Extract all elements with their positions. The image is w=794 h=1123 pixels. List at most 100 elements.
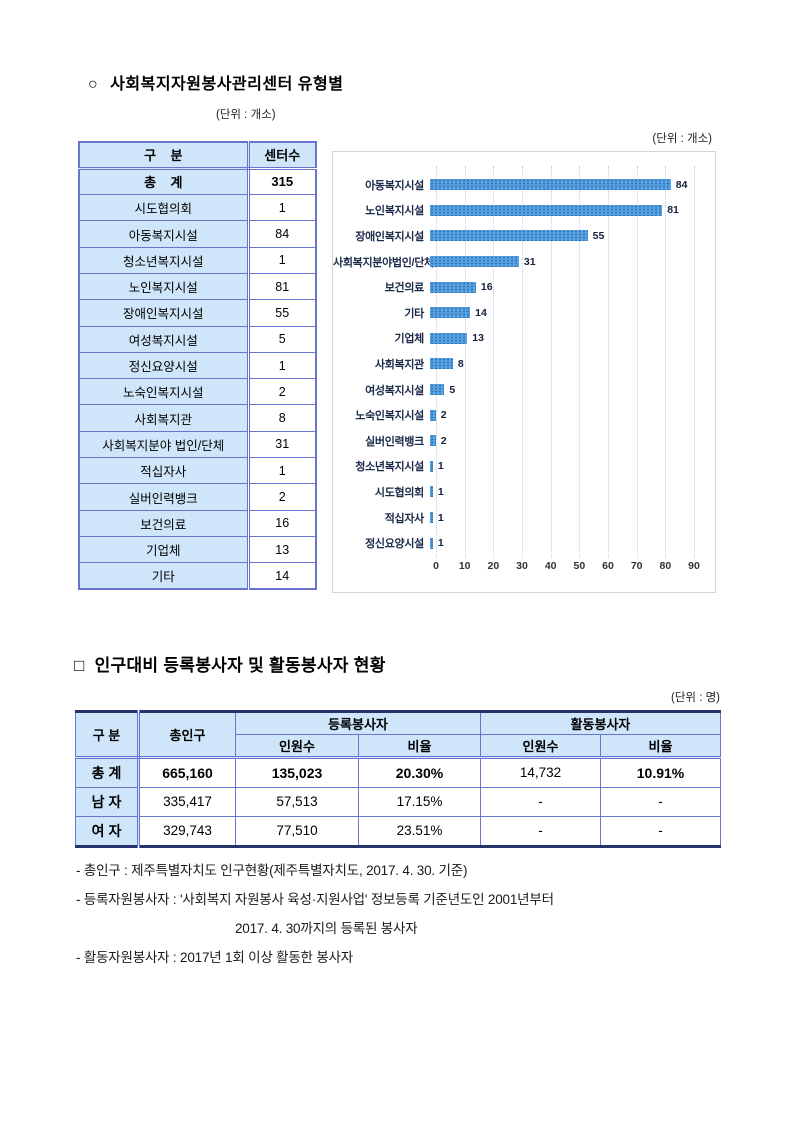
column-header-reg-count: 인원수	[235, 734, 359, 759]
x-tick-label: 0	[433, 560, 439, 572]
note-line: - 총인구 : 제주특별자치도 인구현황(제주특별자치도, 2017. 4. 3…	[76, 863, 468, 878]
table-row: 청소년복지시설 1	[78, 246, 317, 274]
data-cell: 14,732	[480, 757, 601, 788]
chart-row: 사회복지관 8	[333, 351, 715, 377]
bar-value-label: 1	[437, 485, 444, 498]
bar	[430, 537, 433, 549]
note-line: 2017. 4. 30까지의 등록된 봉사자	[235, 921, 418, 936]
bar	[430, 332, 468, 344]
column-header-category: 구 분	[78, 141, 250, 170]
chart-row: 청소년복지시설 1	[333, 454, 715, 480]
center-type-table: 구 분 센터수 총 계 315 시도협의회 1 아동복지시설 84 청소년복지시설 1 노인복지…	[78, 141, 317, 591]
bar-value-label: 31	[523, 255, 536, 268]
chart-bar-area: 31	[430, 249, 715, 275]
gridline	[608, 166, 609, 558]
data-cell: 135,023	[235, 757, 359, 788]
value-cell: 8	[247, 404, 317, 432]
chart-bar-area: 55	[430, 223, 715, 249]
category-cell: 노숙인복지시설	[78, 378, 250, 406]
category-cell: 적십자사	[78, 457, 250, 485]
section2-unit-label: (단위 : 명)	[671, 692, 720, 704]
bar	[430, 512, 433, 524]
value-cell: 5	[247, 325, 317, 353]
bar-value-label: 2	[440, 409, 447, 422]
column-header-category: 구 분	[75, 711, 140, 759]
chart-unit-label: (단위 : 개소)	[652, 133, 712, 145]
bar	[430, 435, 436, 447]
data-cell: -	[480, 816, 601, 847]
footnotes: - 총인구 : 제주특별자치도 인구현황(제주특별자치도, 2017. 4. 3…	[76, 861, 756, 977]
bar	[430, 460, 433, 472]
gridline	[550, 166, 552, 558]
chart-bar-area: 8	[430, 351, 715, 377]
category-cell: 총 계	[78, 167, 250, 196]
bar	[430, 486, 433, 498]
column-header-population: 총인구	[138, 711, 236, 759]
chart-bar-area: 1	[430, 479, 715, 505]
chart-bar-area: 16	[430, 274, 715, 300]
chart-bar-area: 2	[430, 428, 715, 454]
value-cell: 55	[247, 299, 317, 327]
bar-value-label: 13	[472, 332, 484, 345]
table-row: 여성복지시설 5	[78, 325, 317, 353]
gridline	[665, 166, 667, 558]
data-cell: 10.91%	[600, 757, 721, 788]
table-row: 총 계 315	[78, 167, 317, 196]
chart-category-label: 노인복지시설	[365, 205, 424, 218]
chart-row: 시도협의회 1	[333, 479, 715, 505]
data-cell: 665,160	[138, 757, 236, 788]
chart-category-label: 아동복지시설	[365, 179, 424, 192]
bar	[430, 358, 453, 370]
chart-bar-area: 1	[430, 530, 715, 556]
gridline	[493, 166, 495, 558]
value-cell: 13	[247, 535, 317, 564]
category-cell: 시도협의회	[78, 194, 250, 222]
chart-bar-area: 14	[430, 300, 715, 326]
table-row: 노숙인복지시설 2	[78, 378, 317, 406]
x-tick-label: 90	[688, 560, 700, 572]
section1-title: ○ 사회복지자원봉사관리센터 유형별	[88, 70, 343, 94]
chart-category-label: 정신요양시설	[365, 538, 424, 551]
chart-row: 노인복지시설 81	[333, 198, 715, 224]
category-cell: 보건의료	[78, 509, 250, 537]
table-row: 총 계 665,160 135,023 20.30% 14,732 10.91%	[75, 757, 721, 788]
table-row: 시도협의회 1	[78, 194, 317, 222]
chart-bar-area: 13	[430, 326, 715, 352]
category-cell: 기타	[78, 562, 250, 590]
category-cell: 기업체	[78, 535, 250, 564]
value-cell: 84	[247, 220, 317, 248]
column-group-registered: 등록봉사자	[235, 711, 481, 735]
table-row: 노인복지시설 81	[78, 272, 317, 301]
x-tick-label: 50	[573, 560, 586, 572]
chart-category-label: 기업체	[394, 333, 425, 346]
bar-value-label: 55	[592, 229, 605, 242]
chart-bar-area: 2	[430, 402, 715, 428]
table-row: 남 자 335,417 57,513 17.15% - -	[75, 786, 721, 817]
chart-category-label: 적십자사	[384, 512, 425, 525]
value-cell: 2	[247, 378, 317, 406]
value-cell: 2	[247, 483, 317, 511]
chart-row: 여성복지시설 5	[333, 377, 715, 403]
category-cell: 사회복지관	[78, 404, 250, 432]
table-row: 장애인복지시설 55	[78, 299, 317, 327]
data-cell: 20.30%	[358, 757, 481, 788]
bar-value-label: 1	[437, 511, 444, 524]
chart-category-label: 여성복지시설	[365, 384, 424, 397]
category-cell: 사회복지분야 법인/단체	[78, 430, 250, 459]
bar-value-label: 84	[675, 178, 688, 191]
row-label-cell: 남 자	[75, 786, 140, 817]
data-cell: 57,513	[235, 786, 359, 817]
value-cell: 1	[247, 194, 317, 222]
bar-value-label: 1	[437, 460, 444, 473]
section1-unit-label: (단위 : 개소)	[216, 109, 276, 121]
value-cell: 31	[247, 430, 317, 459]
value-cell: 1	[247, 457, 317, 485]
chart-row: 정신요양시설 1	[333, 530, 715, 556]
column-header-center-count: 센터수	[247, 141, 317, 170]
chart-category-label: 실버인력뱅크	[365, 435, 424, 448]
chart-row: 사회복지분야법인/단체 31	[333, 249, 715, 275]
category-cell: 노인복지시설	[78, 272, 250, 301]
data-cell: 77,510	[235, 816, 359, 847]
bar-value-label: 8	[457, 357, 464, 370]
table-header-row: 구 분 센터수	[78, 141, 317, 170]
